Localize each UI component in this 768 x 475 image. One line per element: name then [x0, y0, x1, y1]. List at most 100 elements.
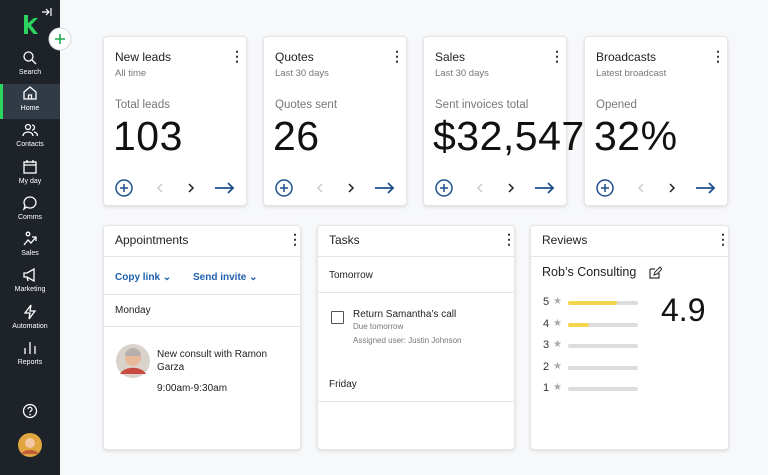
nav-label: Search — [18, 69, 42, 76]
group-label: Tomorrow — [329, 270, 373, 281]
card-action-icons[interactable] — [585, 177, 727, 199]
card-label: Total leads — [115, 99, 170, 111]
nav-item[interactable]: Marketing — [0, 266, 60, 298]
card-action-icons[interactable] — [104, 177, 246, 199]
event-time: 9:00am-9:30am — [157, 383, 228, 394]
edit-icon[interactable] — [649, 266, 662, 279]
card-actions — [104, 177, 246, 199]
menu-dots[interactable]: ⋮ — [550, 48, 564, 64]
nav-item[interactable]: Home — [0, 84, 60, 116]
nav-label: Comms — [17, 214, 43, 221]
card-subtitle: Latest broadcast — [596, 68, 667, 79]
card-value: $32,547 — [433, 113, 585, 159]
card-subtitle: All time — [115, 68, 147, 79]
card-title: Reviews — [542, 233, 588, 247]
task-title[interactable]: Return Samantha’s call — [353, 309, 457, 320]
copy-link[interactable]: Copy link ⌄ — [115, 272, 172, 283]
nav-label: Contacts — [16, 141, 44, 148]
divider — [104, 294, 300, 295]
star-count: 5 — [543, 296, 550, 308]
nav-item[interactable]: Reports — [0, 339, 60, 371]
nav-item[interactable]: My day — [0, 158, 60, 190]
card-title: Broadcasts — [596, 50, 657, 64]
rating-track — [568, 301, 638, 305]
task-due: Due tomorrow — [353, 322, 404, 331]
business-name: Rob’s Consulting — [542, 265, 637, 279]
divider — [531, 256, 728, 257]
card-title: New leads — [115, 50, 172, 64]
nav-icon — [23, 231, 37, 246]
menu-dots[interactable]: ⋮ — [288, 231, 302, 247]
contact-avatar — [116, 344, 150, 378]
nav-item[interactable]: Search — [0, 49, 60, 81]
send-invite[interactable]: Send invite ⌄ — [193, 272, 258, 283]
card-actions — [264, 177, 406, 199]
star-icon: ★ — [553, 339, 562, 350]
card-title: Tasks — [329, 233, 360, 247]
nav-icon — [23, 86, 37, 100]
card-value: 32% — [594, 113, 678, 159]
active-indicator — [0, 84, 60, 119]
summary-card: Sales Last 30 days ⋮ Sent invoices total $32… — [423, 36, 584, 206]
star-count: 3 — [543, 339, 550, 351]
menu-dots[interactable]: ⋮ — [711, 48, 725, 64]
card-subtitle: Last 30 days — [435, 68, 489, 79]
card-subtitle: Last 30 days — [275, 68, 329, 79]
nav-item[interactable]: Automation — [0, 303, 60, 335]
action-label: Send invite — [193, 272, 247, 283]
nav-item[interactable]: Sales — [0, 230, 60, 262]
card-label: Opened — [596, 99, 637, 111]
nav-icon — [23, 267, 35, 283]
divider — [104, 256, 300, 257]
star-icon: ★ — [553, 360, 562, 372]
collapse-icon[interactable] — [41, 7, 53, 17]
menu-dots[interactable]: ⋮ — [390, 48, 404, 64]
card-actions — [424, 177, 566, 199]
summary-card: New leads All time ⋮ Total leads 103 — [103, 36, 247, 206]
appointments-card: Appointments ⋮ Copy link ⌄ Send invite ⌄… — [103, 225, 302, 450]
sidebar: Search Home Contacts My day Comms Sales Market… — [0, 0, 60, 475]
divider — [318, 292, 514, 293]
tasks-card: Tasks ⋮ Tomorrow Return Samantha’s call … — [317, 225, 516, 450]
divider — [318, 401, 514, 402]
action-label: Copy link — [115, 272, 161, 283]
menu-dots[interactable]: ⋮ — [230, 48, 244, 64]
star-icon: ★ — [553, 296, 562, 307]
nav-label: Marketing — [14, 286, 46, 293]
nav-label: Automation — [12, 323, 48, 330]
rating-track — [568, 387, 638, 391]
nav-label: Home — [20, 105, 40, 112]
rating-bar — [568, 301, 617, 305]
nav-label: Sales — [21, 250, 39, 257]
nav-icon — [22, 196, 37, 211]
nav-icon — [23, 160, 37, 174]
nav-item[interactable]: Comms — [0, 194, 60, 226]
card-action-icons[interactable] — [264, 177, 406, 199]
add-button[interactable] — [48, 27, 72, 51]
average-rating: 4.9 — [661, 292, 706, 328]
card-label: Sent invoices total — [435, 99, 529, 111]
nav-icon — [23, 51, 37, 65]
day-label: Monday — [115, 305, 151, 316]
summary-card: Quotes Last 30 days ⋮ Quotes sent 26 — [263, 36, 407, 206]
task-checkbox[interactable] — [331, 311, 344, 324]
card-value: 103 — [113, 113, 183, 159]
nav-label: Reports — [17, 359, 43, 366]
help-icon[interactable] — [22, 403, 38, 419]
menu-dots[interactable]: ⋮ — [502, 231, 516, 247]
logo[interactable] — [22, 15, 38, 35]
menu-dots[interactable]: ⋮ — [716, 231, 730, 247]
card-action-icons[interactable] — [424, 177, 566, 199]
star-count: 1 — [543, 382, 550, 394]
rating-track — [568, 365, 638, 370]
card-title: Quotes — [275, 50, 314, 64]
task-assigned: Assigned user: Justin Johnson — [353, 336, 462, 345]
user-avatar[interactable] — [18, 433, 42, 457]
star-icon: ★ — [553, 382, 562, 393]
card-title: Appointments — [115, 233, 189, 247]
star-count: 4 — [543, 317, 550, 330]
nav-item[interactable]: Contacts — [0, 121, 60, 153]
rating-bar — [568, 322, 589, 327]
event-title[interactable]: New consult with Ramon Garza — [157, 349, 268, 373]
